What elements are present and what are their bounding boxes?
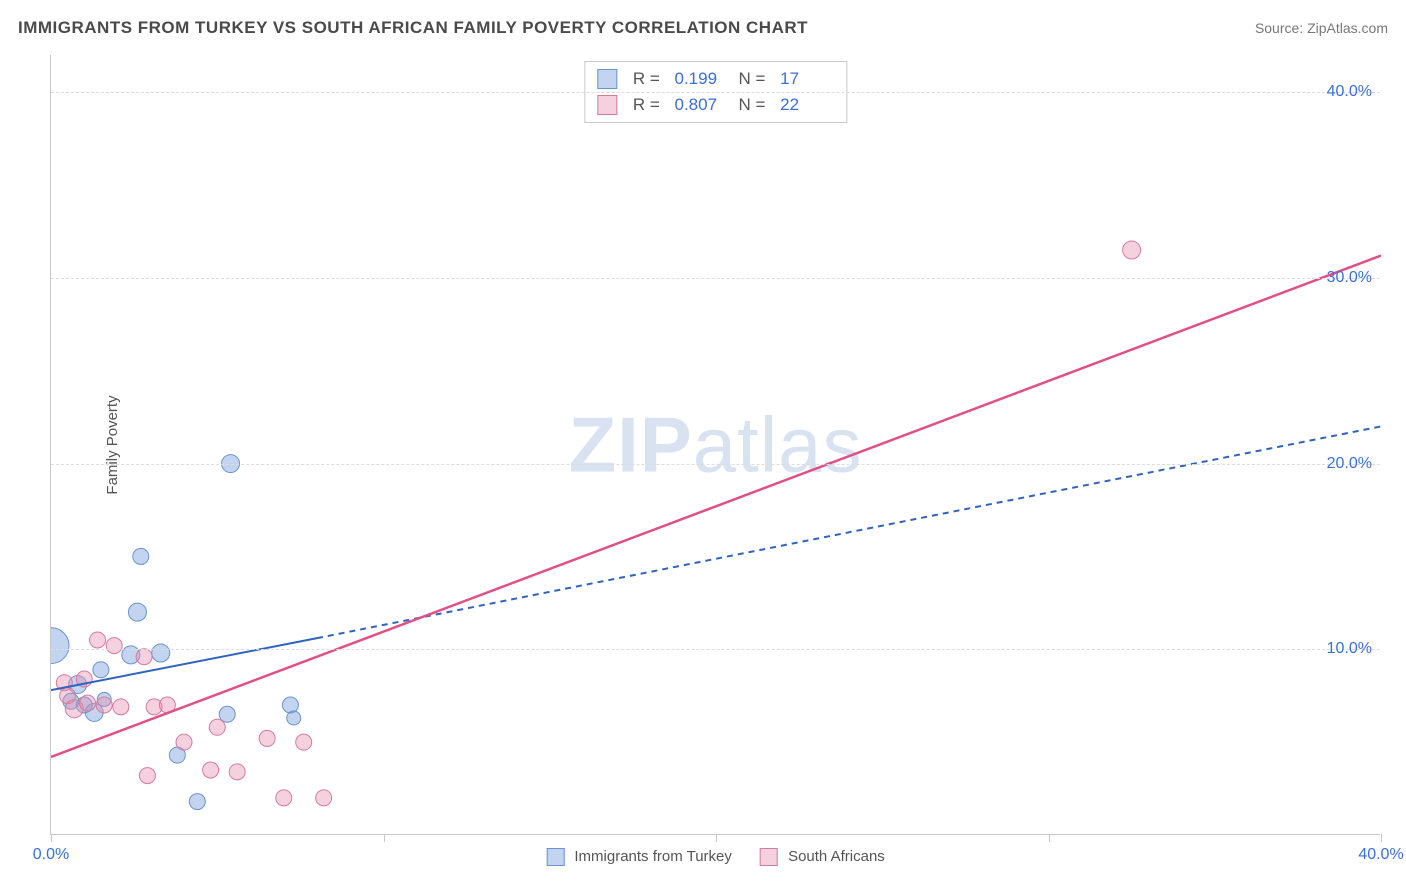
- data-point-turkey: [152, 644, 170, 662]
- data-point-south_africa: [106, 638, 122, 654]
- data-point-turkey: [93, 662, 109, 678]
- data-point-south_africa: [80, 695, 96, 711]
- stats-n-label2: N =: [739, 92, 771, 118]
- data-point-south_africa: [259, 730, 275, 746]
- chart-title: IMMIGRANTS FROM TURKEY VS SOUTH AFRICAN …: [18, 18, 808, 38]
- data-point-south_africa: [90, 632, 106, 648]
- stats-n-turkey: 17: [780, 66, 834, 92]
- xtick-label: 0.0%: [33, 846, 69, 864]
- swatch-sa-icon: [597, 95, 617, 115]
- data-point-south_africa: [203, 762, 219, 778]
- gridline: [51, 92, 1380, 93]
- data-point-south_africa: [229, 764, 245, 780]
- trendline-south_africa: [51, 256, 1381, 757]
- stats-row-sa: R = 0.807 N = 22: [597, 92, 834, 118]
- xtick-minor: [1049, 834, 1050, 842]
- xtick: [1381, 834, 1382, 842]
- data-point-turkey: [282, 697, 298, 713]
- gridline: [51, 464, 1380, 465]
- data-point-south_africa: [1123, 241, 1141, 259]
- legend-item-turkey: Immigrants from Turkey: [546, 848, 732, 866]
- data-point-south_africa: [209, 719, 225, 735]
- data-point-turkey: [219, 706, 235, 722]
- data-point-south_africa: [276, 790, 292, 806]
- stats-row-turkey: R = 0.199 N = 17: [597, 66, 834, 92]
- ytick-label: 10.0%: [1327, 640, 1372, 658]
- data-point-south_africa: [176, 734, 192, 750]
- plot-area: Family Poverty ZIPatlas R = 0.199 N = 17…: [50, 55, 1380, 835]
- data-point-turkey: [133, 548, 149, 564]
- legend-swatch-turkey-icon: [546, 848, 564, 866]
- data-point-turkey: [287, 711, 301, 725]
- legend-swatch-sa-icon: [760, 848, 778, 866]
- gridline: [51, 649, 1380, 650]
- data-point-south_africa: [113, 699, 129, 715]
- trendline-dash-turkey: [317, 426, 1381, 638]
- stats-r-label2: R =: [633, 92, 665, 118]
- data-point-turkey: [51, 628, 69, 664]
- data-point-turkey: [128, 603, 146, 621]
- stats-r-turkey: 0.199: [675, 66, 729, 92]
- data-point-south_africa: [316, 790, 332, 806]
- data-point-south_africa: [136, 649, 152, 665]
- chart-header: IMMIGRANTS FROM TURKEY VS SOUTH AFRICAN …: [18, 18, 1388, 38]
- legend-label-sa: South Africans: [788, 848, 885, 865]
- stats-r-label: R =: [633, 66, 665, 92]
- chart-source: Source: ZipAtlas.com: [1255, 20, 1388, 36]
- bottom-legend: Immigrants from Turkey South Africans: [546, 848, 885, 866]
- ytick-label: 20.0%: [1327, 455, 1372, 473]
- ytick-label: 30.0%: [1327, 269, 1372, 287]
- ytick-label: 40.0%: [1327, 83, 1372, 101]
- xtick-minor: [384, 834, 385, 842]
- data-point-south_africa: [139, 768, 155, 784]
- legend-label-turkey: Immigrants from Turkey: [574, 848, 732, 865]
- data-point-south_africa: [296, 734, 312, 750]
- stats-n-label: N =: [739, 66, 771, 92]
- trendline-turkey: [51, 638, 317, 690]
- legend-item-sa: South Africans: [760, 848, 885, 866]
- stats-n-sa: 22: [780, 92, 834, 118]
- gridline: [51, 278, 1380, 279]
- data-point-south_africa: [96, 697, 112, 713]
- swatch-turkey-icon: [597, 69, 617, 89]
- chart-svg: [51, 55, 1381, 835]
- stats-r-sa: 0.807: [675, 92, 729, 118]
- data-point-turkey: [189, 794, 205, 810]
- xtick: [51, 834, 52, 842]
- xtick-label: 40.0%: [1358, 846, 1403, 864]
- xtick: [716, 834, 717, 842]
